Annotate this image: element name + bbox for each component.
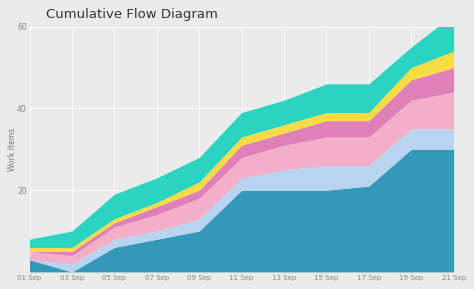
Text: Cumulative Flow Diagram: Cumulative Flow Diagram xyxy=(46,8,219,21)
Y-axis label: Work Items: Work Items xyxy=(9,128,18,171)
